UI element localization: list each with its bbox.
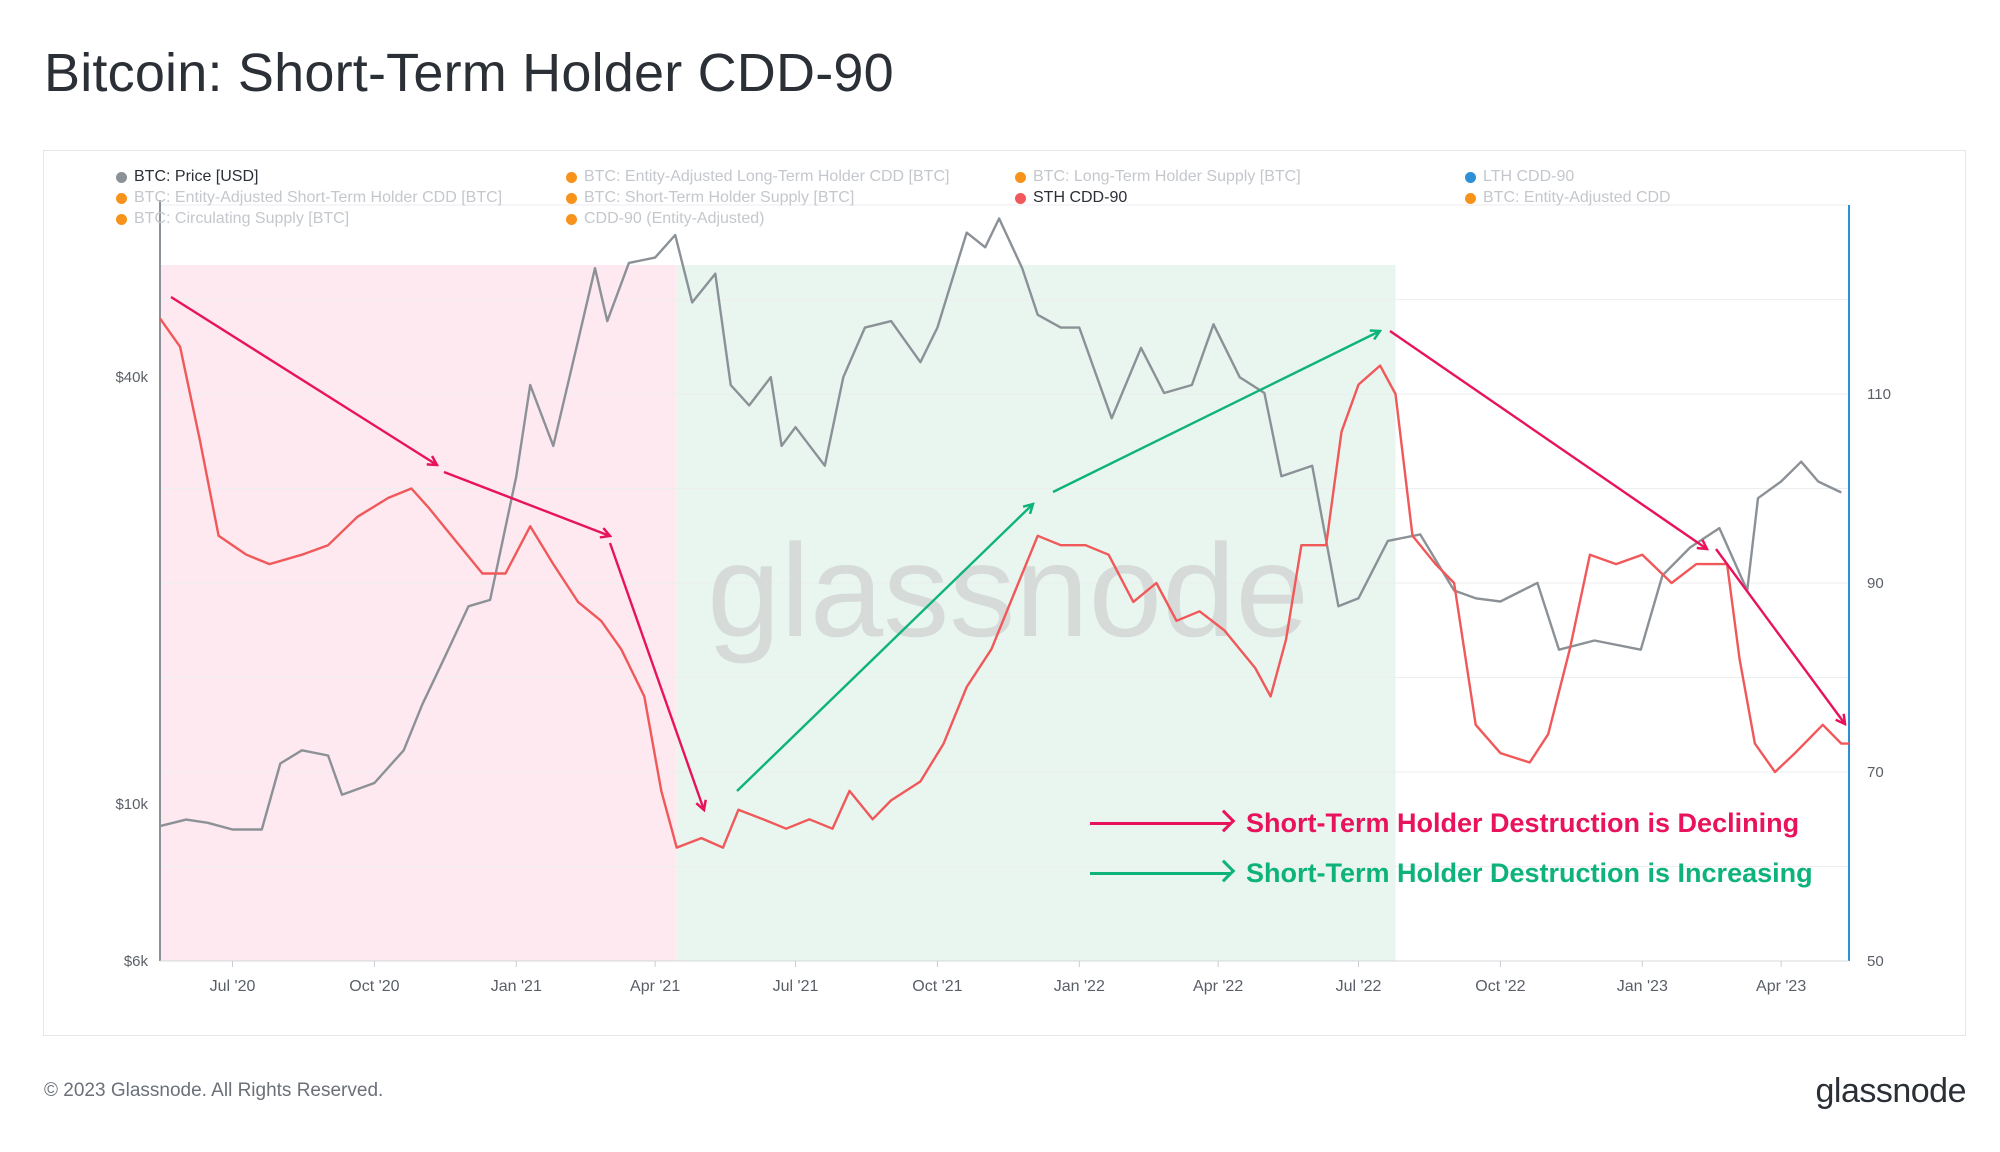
legend-item-label: LTH CDD-90 [1483,168,1575,185]
legend-dot-icon [566,192,577,204]
trend-arrow-increasing-2 [1052,331,1380,494]
x-tick-label: Oct '21 [912,978,962,995]
x-tick-label: Jan '23 [1617,978,1668,995]
legend-item-btc-price[interactable]: BTC: Price [USD] [116,168,258,186]
x-tick-label: Oct '22 [1475,978,1525,995]
legend-item-label: BTC: Entity-Adjusted Short-Term Holder C… [134,189,503,206]
trend-arrow-declining-3 [608,542,704,810]
legend-item-sth-cdd[interactable]: BTC: Entity-Adjusted Short-Term Holder C… [116,189,502,207]
btc-price-line [159,217,1842,831]
annotation-increasing: Short-Term Holder Destruction is Increas… [1090,858,1813,889]
brand-logo: glassnode [1815,1072,1966,1110]
copyright-text: © 2023 Glassnode. All Rights Reserved. [44,1080,384,1101]
watermark: glassnode [707,517,1309,664]
trend-arrows [170,295,1845,810]
legend-item-sth-cdd-90[interactable]: STH CDD-90 [1015,189,1127,207]
legend: BTC: Price [USD] BTC: Entity-Adjusted Lo… [72,168,1732,232]
trend-arrow-declining-2 [443,470,610,536]
shaded-region-increasing [676,265,1396,961]
legend-item-lth-cdd[interactable]: BTC: Entity-Adjusted Long-Term Holder CD… [566,168,949,186]
y-right-tick-label: 90 [1867,575,1884,592]
x-tick-label: Apr '23 [1756,978,1806,995]
legend-item-cdd-90-entity[interactable]: CDD-90 (Entity-Adjusted) [566,210,765,228]
legend-item-circulating-supply[interactable]: BTC: Circulating Supply [BTC] [116,210,349,228]
legend-dot-icon [566,213,577,225]
y-right-tick-label: 50 [1867,953,1884,970]
x-tick-label: Apr '22 [1193,978,1243,995]
legend-dot-icon [1465,171,1476,183]
legend-item-label: BTC: Entity-Adjusted Long-Term Holder CD… [584,168,950,185]
legend-item-lth-supply[interactable]: BTC: Long-Term Holder Supply [BTC] [1015,168,1301,186]
annotation-declining-label: Short-Term Holder Destruction is Declini… [1246,808,1800,838]
legend-item-lth-cdd-90[interactable]: LTH CDD-90 [1465,168,1574,186]
legend-item-label: STH CDD-90 [1033,189,1128,206]
y-left-tick-label: $40k [115,369,148,386]
shaded-region-declining [160,265,677,961]
legend-dot-icon [116,171,127,183]
x-tick-label: Oct '20 [349,978,399,995]
legend-dot-icon [566,171,577,183]
trend-arrow-declining-5 [1715,548,1845,724]
legend-dot-icon [1465,192,1476,204]
x-tick-label: Jul '22 [1336,978,1382,995]
y-left-tick-label: $10k [115,796,148,813]
legend-dot-icon [1015,192,1026,204]
legend-item-label: BTC: Entity-Adjusted CDD [1483,189,1671,206]
annotation-increasing-label: Short-Term Holder Destruction is Increas… [1246,858,1813,888]
legend-item-label: BTC: Circulating Supply [BTC] [134,210,350,227]
series-lines [159,217,1849,849]
y-right-tick-label: 110 [1867,386,1891,403]
annotation-declining: Short-Term Holder Destruction is Declini… [1090,808,1799,839]
x-tick-label: Jul '21 [773,978,819,995]
sth-cdd-90-line [159,317,1849,849]
legend-dot-icon [116,213,127,225]
axes: Jul '20 Oct '20 Jan '21 Apr '21 Jul '21 Oct '… [115,200,1891,995]
legend-item-label: CDD-90 (Entity-Adjusted) [584,210,765,227]
legend-item-label: BTC: Short-Term Holder Supply [BTC] [584,189,855,206]
x-tick-label: Jul '20 [210,978,256,995]
legend-item-sth-supply[interactable]: BTC: Short-Term Holder Supply [BTC] [566,189,854,207]
trend-arrow-declining-4 [1389,330,1707,549]
arrow-right-icon [1090,859,1236,883]
legend-item-label: BTC: Price [USD] [134,168,259,185]
x-tick-label: Apr '21 [630,978,680,995]
legend-item-label: BTC: Long-Term Holder Supply [BTC] [1033,168,1301,185]
trend-arrow-declining-1 [170,295,437,465]
x-tick-label: Jan '21 [491,978,542,995]
x-tick-label: Jan '22 [1054,978,1105,995]
legend-dot-icon [116,192,127,204]
legend-dot-icon [1015,171,1026,183]
legend-item-entity-cdd[interactable]: BTC: Entity-Adjusted CDD [1465,189,1671,207]
page-title: Bitcoin: Short-Term Holder CDD-90 [44,43,894,103]
y-left-tick-label: $6k [124,953,149,970]
arrow-right-icon [1090,809,1236,833]
trend-arrow-increasing-1 [736,504,1033,792]
y-right-tick-label: 70 [1867,764,1884,781]
